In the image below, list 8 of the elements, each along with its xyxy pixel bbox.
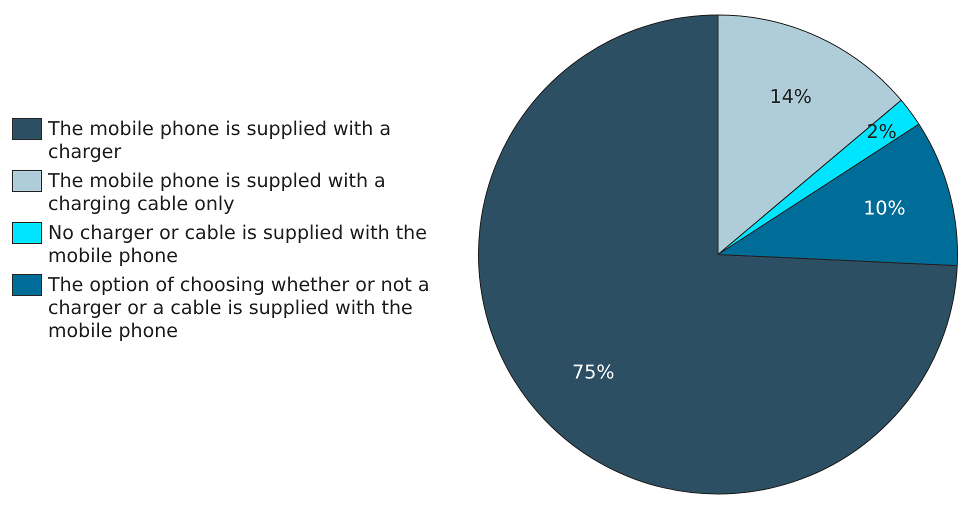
data-label: 10% [863, 197, 906, 220]
legend-label: The option of choosing whether or not a charger or a cable is supplied with the mobile phone [48, 274, 430, 343]
data-label: 75% [572, 361, 614, 384]
data-label: 2% [866, 121, 897, 144]
data-label: 14% [770, 86, 812, 108]
legend-label: The mobile phone is suppled with a charging cable only [48, 170, 387, 216]
legend-label: No charger or cable is supplied with the mobile phone [48, 222, 428, 268]
legend-label: The mobile phone is supplied with a charger [48, 118, 392, 164]
